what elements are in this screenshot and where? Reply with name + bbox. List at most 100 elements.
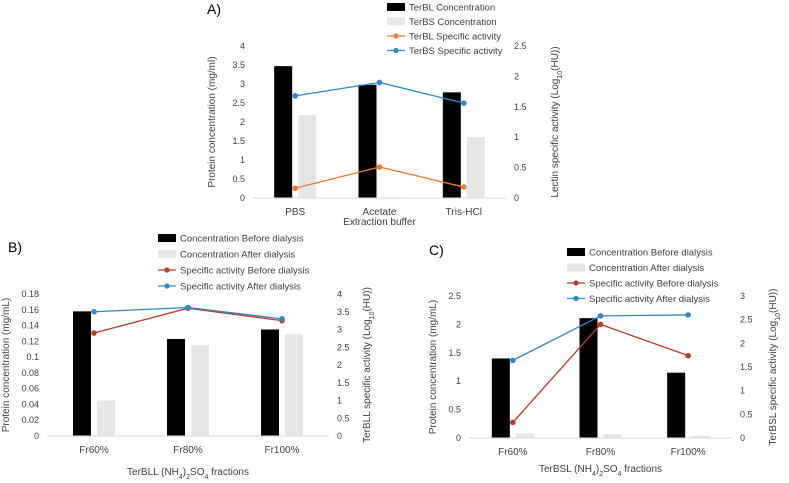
chart-panel-2: B) 0 0.02 0.04 0.06 0.08 0.1 0.12 0.14 0.16 0.18 0 0… [1, 234, 376, 481]
y2-tick-label: 2 [514, 71, 519, 81]
x-tick-label: Fr80% [173, 445, 203, 456]
legend-entry: Specific activity After dialysis [589, 294, 710, 305]
x-tick-label: Fr80% [586, 447, 616, 458]
y-tick-label: 0.5 [232, 174, 245, 184]
series-point [461, 100, 467, 106]
series-point [91, 330, 97, 336]
y-tick-label: 0.06 [21, 384, 39, 394]
series-point [91, 308, 97, 315]
y2-tick-label: 3.5 [337, 307, 350, 317]
y-tick-label: 0 [34, 431, 39, 441]
panel-label: A) [207, 1, 221, 17]
y2-tick-label: 1.5 [740, 362, 753, 372]
legend-swatch [158, 234, 176, 242]
y2-tick-label: 0.5 [740, 409, 753, 419]
y-tick-label: 2.5 [448, 291, 461, 301]
series-point [279, 316, 285, 322]
y2-tick-label: 3 [337, 325, 342, 335]
panel-label: C) [429, 242, 444, 258]
x-axis-title: Extraction buffer [343, 217, 416, 228]
legend-entry: Concentration After dialysis [589, 263, 704, 274]
y2-tick-label: 2 [337, 360, 342, 370]
series-line [295, 81, 464, 104]
y2-tick-label: 0 [337, 431, 342, 441]
y-tick-label: 2 [456, 319, 461, 329]
y2-tick-label: 2.5 [740, 315, 753, 325]
y-tick-label: 0.14 [21, 321, 39, 331]
series-point [461, 184, 467, 190]
y-tick-label: 2 [240, 117, 245, 127]
series-point [292, 185, 298, 192]
y2-tick-label: 1.5 [337, 378, 350, 388]
x-tick-label: Fr60% [79, 445, 109, 456]
legend-swatch [567, 248, 585, 256]
legend-entry: Specific activity Before dialysis [589, 279, 719, 290]
bar [466, 137, 485, 198]
legend-entry: Specific activity After dialysis [180, 282, 301, 293]
series-point [510, 357, 516, 364]
legend-swatch-marker [393, 33, 399, 39]
bar [442, 92, 461, 198]
series-line [512, 323, 689, 423]
y2-tick-label: 3 [740, 291, 745, 301]
y-axis-title: Protein concentration (mg/mL) [1, 298, 12, 433]
y-tick-label: 0.02 [21, 415, 39, 425]
x-tick-label: Fr60% [498, 447, 528, 458]
y2-tick-label: 0.5 [337, 413, 350, 423]
series-point [185, 304, 191, 311]
series-point [510, 419, 516, 426]
series-point [376, 79, 383, 86]
legend-swatch-marker [573, 295, 579, 302]
legend: Concentration Before dialysis Concentrati… [567, 248, 719, 305]
bar [97, 400, 115, 436]
y-axis-title: Protein concentration (mg/ml) [207, 56, 218, 187]
bar [167, 338, 185, 436]
legend: Concentration Before dialysis Concentrati… [158, 234, 310, 293]
y-tick-label: 2.5 [232, 98, 245, 108]
bar [191, 345, 209, 436]
y-tick-label: 0 [240, 193, 245, 203]
legend-swatch-marker [393, 47, 399, 54]
y-tick-label: 0.18 [21, 289, 39, 299]
bar [285, 334, 303, 436]
y-axis-title: Protein concentration (mg/mL) [428, 300, 439, 435]
y2-axis-title: Lectin specific activity (Log10(HU)) [550, 46, 564, 197]
panel-label: B) [8, 239, 22, 255]
y-tick-label: 0.1 [26, 352, 39, 362]
y-tick-label: 0.08 [21, 368, 39, 378]
x-tick-label: Tris-HCl [446, 207, 482, 218]
y-tick-label: 0 [456, 433, 461, 443]
y2-tick-label: 2 [740, 338, 745, 348]
legend-entry: TerBS Specific activity [409, 46, 503, 57]
y-tick-label: 1 [456, 376, 461, 386]
legend-swatch [387, 17, 405, 26]
y-tick-label: 3.5 [232, 60, 245, 70]
chart-panel-1: A) 0 0.5 1 1.5 2 2.5 3 3.5 4 0 0.5 1 1.5 2 2.5 PBS Acetat… [207, 1, 564, 228]
bar [691, 435, 710, 438]
y-tick-label: 0.12 [21, 336, 39, 346]
y2-tick-label: 0 [740, 433, 745, 443]
legend-swatch [158, 250, 176, 258]
y-tick-label: 0.16 [21, 305, 39, 315]
y-tick-label: 1.5 [448, 348, 461, 358]
series-line [295, 166, 464, 189]
y2-tick-label: 2.5 [514, 41, 527, 51]
y2-axis-title: TerBSL specific activity (Log10(HU)) [768, 289, 782, 446]
y2-tick-label: 2.5 [337, 342, 350, 352]
y-tick-label: 3 [240, 79, 245, 89]
series-point [292, 93, 298, 99]
legend-swatch [567, 263, 585, 272]
legend-entry: TerBL Concentration [409, 3, 495, 14]
chart-panel-3: C) 0 0.5 1 1.5 2 2.5 0 0.5 1 1.5 2 2.5 3 Fr60% Fr80% Fr1… [428, 242, 782, 478]
series-point [376, 164, 383, 170]
y2-tick-label: 4 [337, 289, 342, 299]
x-tick-label: PBS [285, 207, 305, 218]
bar [73, 311, 91, 436]
bar [261, 329, 279, 436]
series-point [685, 312, 691, 318]
legend-entry: TerBS Concentration [409, 17, 497, 28]
legend-entry: Concentration Before dialysis [589, 248, 713, 259]
series-point [597, 313, 604, 319]
y2-tick-label: 1 [337, 396, 342, 406]
